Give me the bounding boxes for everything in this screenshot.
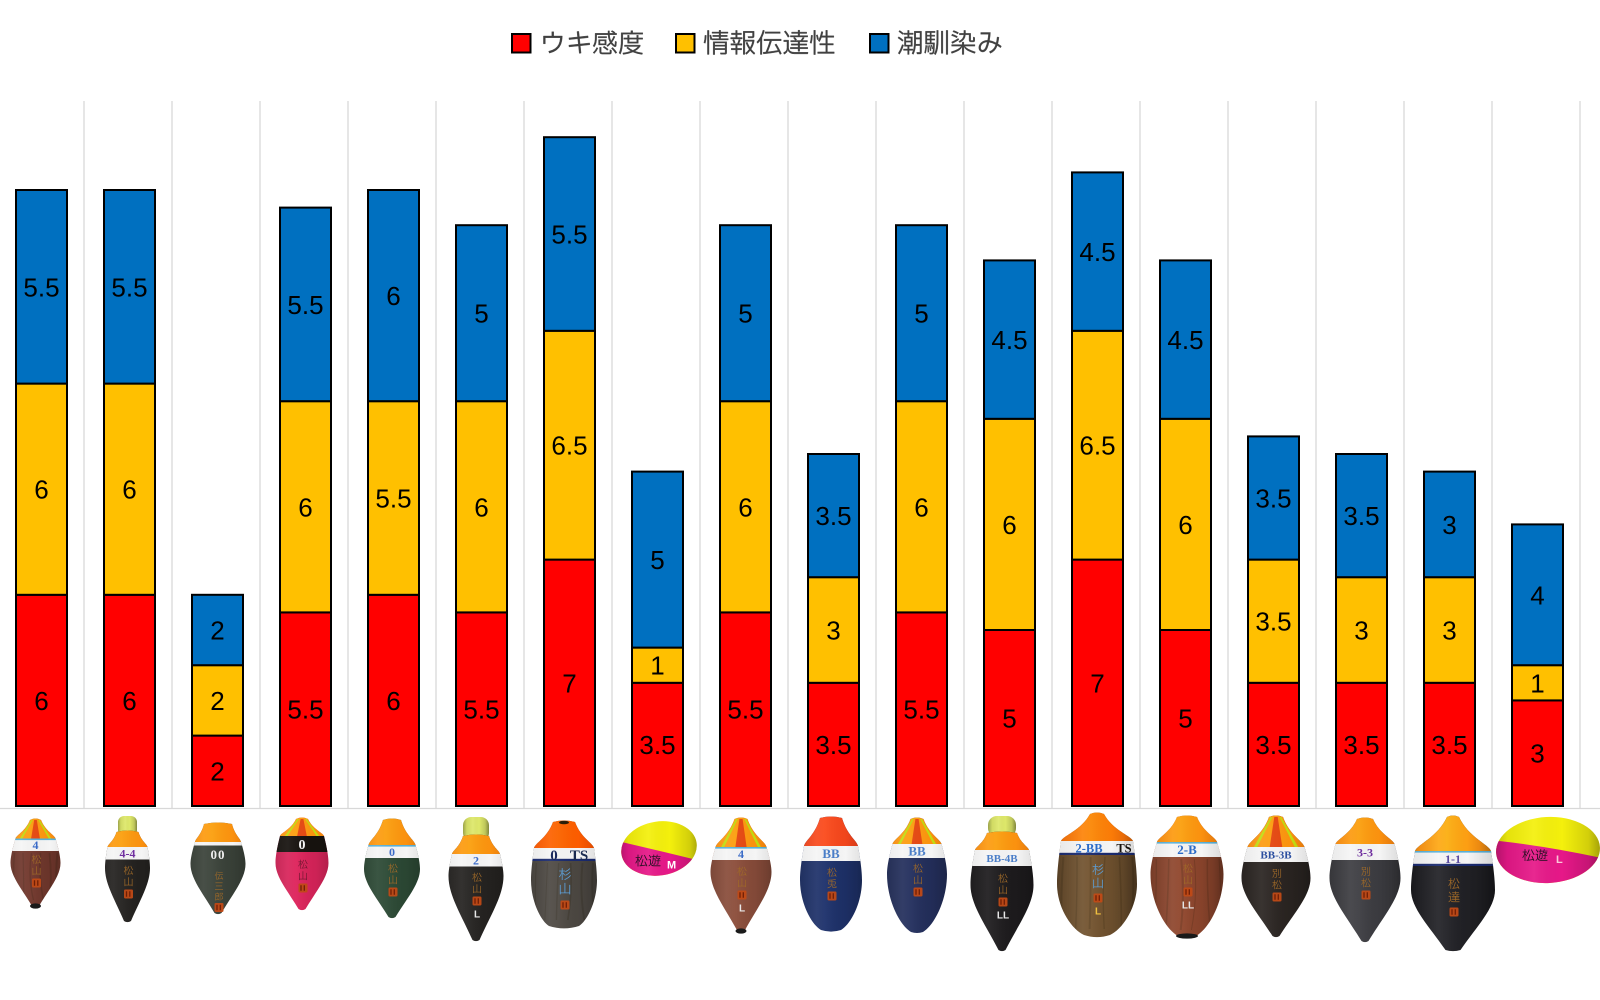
svg-text:LL: LL xyxy=(997,911,1009,922)
svg-text:5.5: 5.5 xyxy=(111,272,147,302)
svg-text:0: 0 xyxy=(299,838,306,853)
svg-text:5.5: 5.5 xyxy=(727,695,763,725)
svg-text:6: 6 xyxy=(122,686,136,716)
svg-text:5: 5 xyxy=(650,545,664,575)
svg-text:7: 7 xyxy=(562,668,576,698)
svg-text:BB: BB xyxy=(908,844,926,859)
svg-text:3.5: 3.5 xyxy=(1255,484,1291,514)
svg-text:4.5: 4.5 xyxy=(1079,237,1115,267)
svg-text:00: 00 xyxy=(211,847,226,862)
svg-text:2-BB: 2-BB xyxy=(1075,842,1102,856)
svg-text:5.5: 5.5 xyxy=(23,272,59,302)
svg-text:3.5: 3.5 xyxy=(815,501,851,531)
svg-text:5.5: 5.5 xyxy=(551,220,587,250)
svg-text:3.5: 3.5 xyxy=(639,730,675,760)
svg-text:TS: TS xyxy=(1116,842,1131,856)
svg-text:3.5: 3.5 xyxy=(1343,501,1379,531)
svg-text:3: 3 xyxy=(1354,616,1368,646)
svg-text:0: 0 xyxy=(389,845,395,859)
svg-text:M: M xyxy=(667,860,676,872)
svg-text:6: 6 xyxy=(914,492,928,522)
svg-text:1-1: 1-1 xyxy=(1445,852,1461,866)
svg-text:3: 3 xyxy=(826,616,840,646)
svg-text:2: 2 xyxy=(473,854,479,868)
svg-text:6: 6 xyxy=(1002,510,1016,540)
svg-text:BB-4B: BB-4B xyxy=(986,853,1018,865)
svg-text:4: 4 xyxy=(1530,580,1544,610)
svg-text:5: 5 xyxy=(1178,704,1192,734)
svg-text:5: 5 xyxy=(914,299,928,329)
svg-text:6: 6 xyxy=(34,686,48,716)
svg-text:0: 0 xyxy=(550,848,558,864)
svg-text:6: 6 xyxy=(34,475,48,505)
svg-text:2-B: 2-B xyxy=(1177,842,1197,857)
svg-text:3: 3 xyxy=(1442,616,1456,646)
svg-text:L: L xyxy=(1095,907,1101,918)
svg-text:3: 3 xyxy=(1530,739,1544,769)
svg-text:6: 6 xyxy=(386,281,400,311)
svg-text:3.5: 3.5 xyxy=(815,730,851,760)
svg-text:6: 6 xyxy=(298,492,312,522)
svg-text:6: 6 xyxy=(386,686,400,716)
svg-text:5.5: 5.5 xyxy=(463,695,499,725)
svg-text:2: 2 xyxy=(210,616,224,646)
svg-text:3.5: 3.5 xyxy=(1255,730,1291,760)
svg-text:3.5: 3.5 xyxy=(1343,730,1379,760)
svg-text:3: 3 xyxy=(1442,510,1456,540)
svg-text:4-4: 4-4 xyxy=(120,847,136,861)
svg-text:BB: BB xyxy=(822,846,840,861)
svg-text:1: 1 xyxy=(1530,668,1544,698)
svg-text:5.5: 5.5 xyxy=(287,695,323,725)
svg-text:5: 5 xyxy=(474,299,488,329)
svg-text:7: 7 xyxy=(1090,668,1104,698)
svg-text:6: 6 xyxy=(474,492,488,522)
svg-text:5: 5 xyxy=(1002,704,1016,734)
svg-text:6.5: 6.5 xyxy=(551,431,587,461)
svg-text:BB-3B: BB-3B xyxy=(1260,850,1292,862)
svg-text:4: 4 xyxy=(33,838,39,852)
svg-text:LL: LL xyxy=(1182,901,1194,912)
svg-text:6: 6 xyxy=(738,492,752,522)
svg-text:6.5: 6.5 xyxy=(1079,431,1115,461)
svg-text:5.5: 5.5 xyxy=(903,695,939,725)
svg-text:L: L xyxy=(1556,854,1563,866)
svg-text:4.5: 4.5 xyxy=(1167,325,1203,355)
svg-text:4: 4 xyxy=(738,847,744,861)
svg-text:L: L xyxy=(739,904,745,915)
svg-text:4.5: 4.5 xyxy=(991,325,1027,355)
svg-text:2: 2 xyxy=(210,756,224,786)
svg-text:6: 6 xyxy=(122,475,136,505)
svg-text:3.5: 3.5 xyxy=(1255,607,1291,637)
svg-text:TS: TS xyxy=(570,848,588,864)
svg-text:5.5: 5.5 xyxy=(375,484,411,514)
svg-text:3-3: 3-3 xyxy=(1357,845,1373,859)
svg-text:6: 6 xyxy=(1178,510,1192,540)
svg-text:L: L xyxy=(474,910,480,921)
svg-text:1: 1 xyxy=(650,651,664,681)
svg-text:5.5: 5.5 xyxy=(287,290,323,320)
svg-text:2: 2 xyxy=(210,686,224,716)
svg-text:5: 5 xyxy=(738,299,752,329)
svg-text:3.5: 3.5 xyxy=(1431,730,1467,760)
